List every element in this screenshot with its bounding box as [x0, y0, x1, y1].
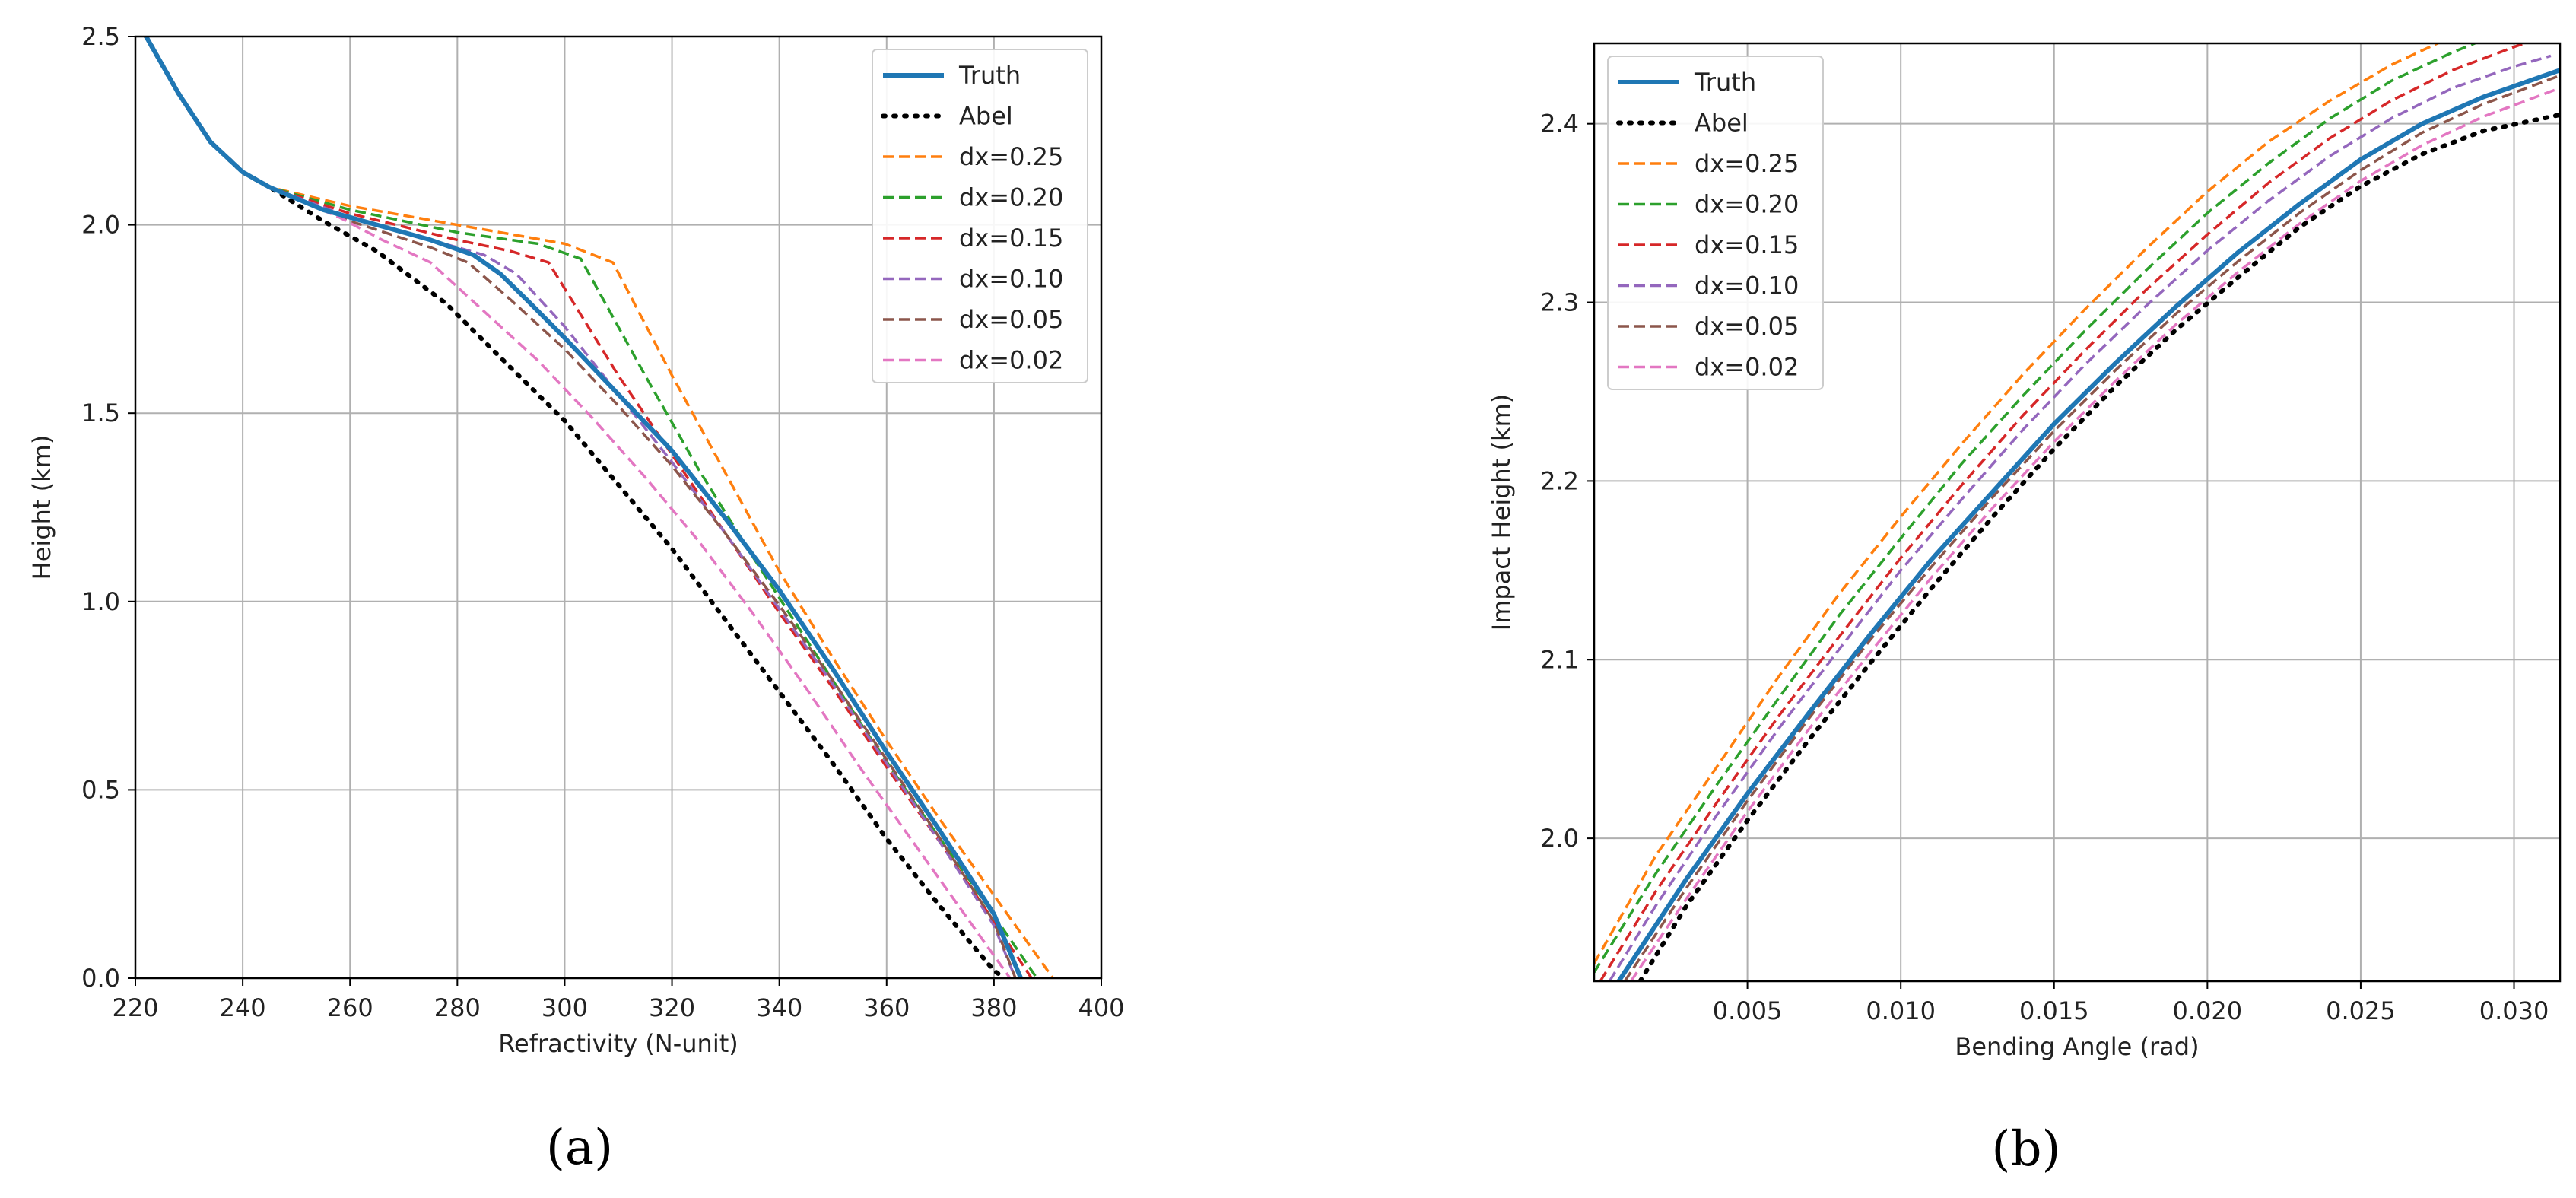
legend-label: dx=0.05 [1695, 312, 1799, 341]
axes-frame [134, 35, 1103, 980]
y-tick-label: 2.2 [1540, 466, 1579, 495]
legend-label: dx=0.15 [1695, 230, 1799, 259]
legend-label: dx=0.20 [959, 183, 1063, 212]
x-tick-label: 300 [542, 993, 588, 1022]
x-tick-label: 380 [970, 993, 1017, 1022]
y-tick-label: 1.0 [81, 587, 120, 616]
x-tick-label: 240 [220, 993, 266, 1022]
y-tick-label: 2.0 [1540, 824, 1579, 853]
series-line-dx-0-05 [1623, 74, 2560, 981]
panel-label: (b) [1992, 1121, 2061, 1177]
x-tick-label: 320 [649, 993, 695, 1022]
x-tick-label: 260 [327, 993, 373, 1022]
series-line-dx-0-25 [1594, 43, 2441, 964]
x-axis-label: Bending Angle (rad) [1955, 1032, 2199, 1061]
y-tick-label: 1.5 [81, 399, 120, 427]
legend-label: dx=0.25 [959, 142, 1063, 171]
x-tick-label: 340 [756, 993, 802, 1022]
series-line-dx-0-20 [1594, 43, 2479, 974]
x-tick-label: 400 [1078, 993, 1124, 1022]
legend: Truth Abel dx=0.25 dx=0.20 dx=0.15 dx=0.10 dx=… [872, 49, 1088, 383]
x-tick-label: 280 [434, 993, 481, 1022]
series-line-truth [144, 37, 1023, 978]
legend-box [872, 49, 1088, 383]
chart-panel-b: 0.005 0.010 0.015 0.020 0.025 0.030 2.0 2.1 2.2 2… [1487, 42, 2562, 1177]
legend-label: dx=0.02 [1695, 353, 1799, 382]
x-tick-label: 0.030 [2479, 996, 2549, 1025]
series-line-truth [1616, 68, 2560, 981]
legend-label: Abel [1695, 109, 1749, 138]
y-tick-label: 2.0 [81, 211, 120, 240]
legend-label: dx=0.05 [959, 305, 1063, 334]
axes-frame [1593, 42, 2562, 983]
legend-label: dx=0.20 [1695, 190, 1799, 219]
y-tick-label: 0.5 [81, 775, 120, 804]
legend-label: dx=0.10 [1695, 272, 1799, 300]
chart-panel-a: 220 240 260 280 300 320 340 360 380 400 0.0 0.5 1.0 1… [27, 22, 1125, 1176]
legend-box [1607, 56, 1824, 390]
legend-label: dx=0.10 [959, 265, 1063, 294]
x-tick-label: 0.005 [1713, 996, 1783, 1025]
y-tick-label: 2.5 [81, 22, 120, 51]
legend-label: dx=0.25 [1695, 149, 1799, 178]
series-line-dx-0-02 [1629, 87, 2560, 981]
x-tick-label: 0.010 [1866, 996, 1936, 1025]
y-tick-label: 2.4 [1540, 110, 1579, 138]
panel-label: (a) [546, 1120, 613, 1176]
legend-label: Truth [1694, 68, 1756, 97]
x-tick-label: 0.015 [2019, 996, 2089, 1025]
legend-label: dx=0.15 [959, 224, 1063, 253]
y-axis-label: Height (km) [27, 435, 56, 580]
y-axis-label: Impact Height (km) [1487, 394, 1516, 631]
x-axis-label: Refractivity (N-unit) [498, 1029, 738, 1058]
y-tick-label: 2.3 [1540, 288, 1579, 317]
series-line-abel [1637, 112, 2560, 981]
x-tick-label: 360 [863, 993, 910, 1022]
legend-label: Truth [958, 61, 1021, 90]
legend-label: dx=0.02 [959, 346, 1063, 375]
series-line-abel [144, 37, 1007, 978]
y-tick-label: 0.0 [81, 964, 120, 993]
series-group [1594, 43, 2560, 981]
x-tick-label: 0.025 [2326, 996, 2396, 1025]
series-line-dx-0-15 [1599, 43, 2529, 981]
legend-label: Abel [959, 102, 1013, 131]
x-tick-label: 220 [112, 993, 158, 1022]
legend: Truth Abel dx=0.25 dx=0.20 dx=0.15 dx=0.10 dx=… [1607, 56, 1824, 390]
series-group [144, 37, 1054, 978]
y-tick-label: 2.1 [1540, 645, 1579, 674]
x-tick-label: 0.020 [2173, 996, 2243, 1025]
